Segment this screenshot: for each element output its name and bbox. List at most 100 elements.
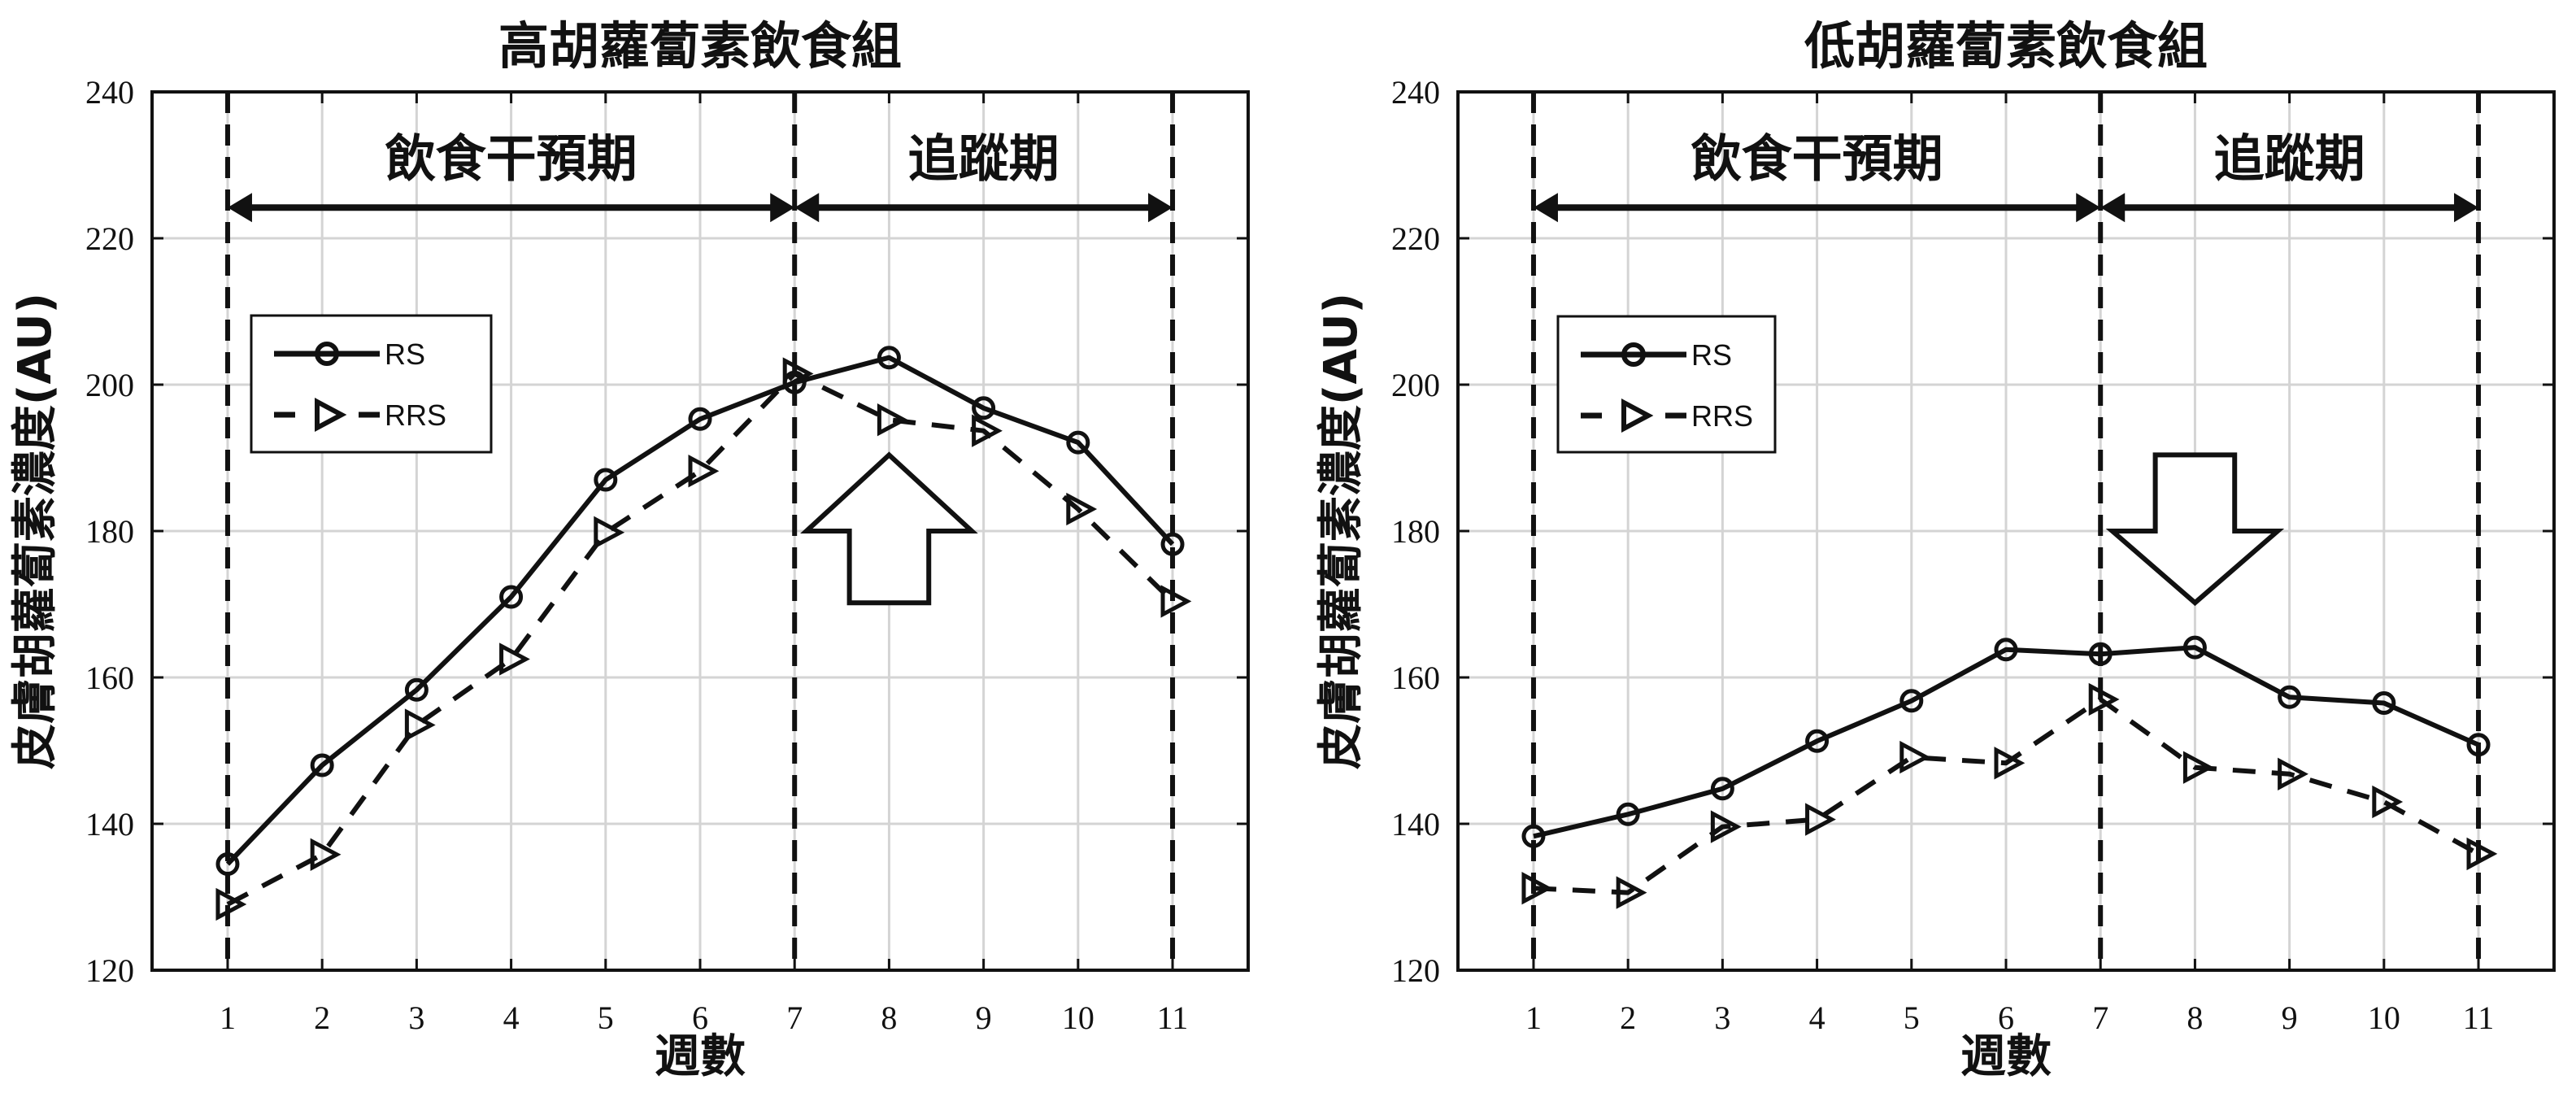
triangle-marker-icon [1899, 740, 1931, 774]
grid [152, 90, 1248, 972]
circle-marker-icon [1160, 532, 1185, 556]
y-tick-label: 220 [1391, 220, 1440, 257]
circle-marker-icon [688, 407, 712, 431]
triangle-marker-icon [972, 414, 1003, 447]
y-tick-label: 200 [85, 367, 134, 403]
x-tick-label: 1 [220, 999, 236, 1036]
x-tick-label: 9 [976, 999, 992, 1036]
chart-high-carotenoid: 高胡蘿蔔素飲食組 1 2 3 4 5 6 7 8 9 10 11 120 140 160 180 200 220… [9, 16, 1250, 1083]
grid [1458, 90, 2554, 972]
x-tick-label: 10 [2368, 999, 2400, 1036]
triangle-marker-icon [1710, 810, 1742, 843]
triangle-marker-icon [215, 887, 247, 921]
x-tick-label: 5 [1904, 999, 1920, 1036]
y-tick-label: 240 [1391, 74, 1440, 111]
circle-marker-icon [2372, 691, 2396, 715]
circle-marker-icon [1710, 777, 1734, 801]
x-axis-label: 週數 [655, 1030, 746, 1083]
x-tick-label: 2 [314, 999, 330, 1036]
x-tick-label: 7 [2092, 999, 2108, 1036]
x-tick-label: 2 [1620, 999, 1636, 1036]
y-tick-label: 120 [1391, 952, 1440, 989]
plot-area: 1 2 3 4 5 6 7 8 9 10 11 120 140 160 180 200 220 240 飲食干預期 追… [1391, 74, 2556, 1036]
x-tick-label: 10 [1062, 999, 1094, 1036]
y-tick-label: 160 [1391, 660, 1440, 696]
triangle-marker-icon [1621, 398, 1654, 433]
chart-title: 高胡蘿蔔素飲食組 [498, 16, 902, 76]
triangle-marker-icon [877, 403, 908, 437]
circle-marker-icon [1616, 802, 1640, 826]
series-line-rs [225, 355, 1175, 866]
triangle-marker-icon [2372, 785, 2404, 819]
triangle-marker-icon [782, 357, 814, 390]
triangle-marker-icon [688, 455, 720, 488]
x-axis-label: 週數 [1960, 1030, 2052, 1083]
x-tick-label: 4 [503, 999, 520, 1036]
triangle-marker-icon [404, 708, 436, 742]
x-tick-label: 8 [881, 999, 897, 1036]
triangle-marker-icon [2466, 837, 2498, 871]
circle-marker-icon [215, 852, 240, 876]
circle-marker-icon [404, 677, 429, 702]
arrowhead-right-icon [1148, 193, 1173, 223]
y-tick-label: 120 [85, 952, 134, 989]
arrowhead-right-icon [770, 193, 795, 223]
y-axis-label: 皮膚胡蘿蔔素濃度(AU) [9, 293, 62, 769]
circle-marker-icon [315, 342, 339, 366]
arrowhead-left-icon [794, 193, 820, 223]
y-axis-label: 皮膚胡蘿蔔素濃度(AU) [1315, 293, 1368, 769]
period-label: 飲食干預期 [385, 129, 637, 189]
triangle-marker-icon [315, 398, 347, 432]
y-tick-label: 160 [85, 660, 134, 696]
triangle-marker-icon [2278, 757, 2308, 790]
x-tick-label: 3 [1714, 999, 1730, 1036]
circle-marker-icon [594, 468, 618, 492]
x-tick-label: 6 [692, 999, 708, 1036]
x-tick-label: 11 [2463, 999, 2495, 1036]
chart-low-carotenoid: 低胡蘿蔔素飲食組 1 2 3 4 5 6 7 8 9 10 11 120 140 160 180 200 220… [1315, 16, 2556, 1083]
legend-label-rs: RS [1691, 338, 1732, 372]
y-tick-label: 200 [1391, 367, 1440, 403]
x-tick-label: 1 [1525, 999, 1542, 1036]
y-tick-label: 220 [85, 220, 134, 257]
chart-title: 低胡蘿蔔素飲食組 [1804, 16, 2208, 76]
y-tick-label: 240 [85, 74, 134, 111]
arrowhead-left-icon [2100, 193, 2126, 223]
x-tick-label: 9 [2282, 999, 2298, 1036]
triangle-marker-icon [2182, 751, 2214, 784]
circle-marker-icon [499, 585, 524, 609]
triangle-marker-icon [2088, 682, 2120, 716]
series-line-rrs [226, 371, 1175, 907]
circle-marker-icon [1899, 689, 1924, 713]
up-arrow-icon [800, 451, 978, 606]
legend-label-rrs: RRS [1691, 399, 1753, 433]
circle-marker-icon [1066, 430, 1090, 455]
triangle-marker-icon [310, 838, 342, 871]
x-tick-label: 7 [786, 999, 803, 1036]
down-arrow-icon [2105, 452, 2285, 607]
triangle-marker-icon [594, 516, 625, 549]
x-tick-label: 8 [2187, 999, 2203, 1036]
y-tick-label: 140 [1391, 806, 1440, 843]
period-label: 追蹤期 [2214, 129, 2365, 189]
x-tick-label: 11 [1157, 999, 1189, 1036]
triangle-marker-icon [1616, 876, 1647, 909]
legend-box [250, 314, 493, 454]
triangle-marker-icon [499, 642, 530, 676]
x-tick-label: 4 [1809, 999, 1825, 1036]
circle-marker-icon [1805, 729, 1830, 753]
circle-marker-icon [1994, 638, 2018, 662]
x-tick-label: 5 [598, 999, 614, 1036]
legend-label-rs: RS [385, 337, 425, 371]
circle-marker-icon [310, 753, 334, 777]
plot-area: 1 2 3 4 5 6 7 8 9 10 11 120 140 160 180 200 220 240 飲食干預期 追… [85, 74, 1250, 1036]
triangle-marker-icon [1521, 872, 1553, 905]
period-label: 追蹤期 [908, 129, 1060, 189]
x-tick-label: 6 [1998, 999, 2014, 1036]
circle-marker-icon [1521, 824, 1546, 848]
legend-box [1556, 315, 1777, 454]
legend-label-rrs: RRS [385, 398, 446, 432]
arrowhead-right-icon [2076, 193, 2101, 223]
period-label: 飲食干預期 [1691, 129, 1943, 189]
